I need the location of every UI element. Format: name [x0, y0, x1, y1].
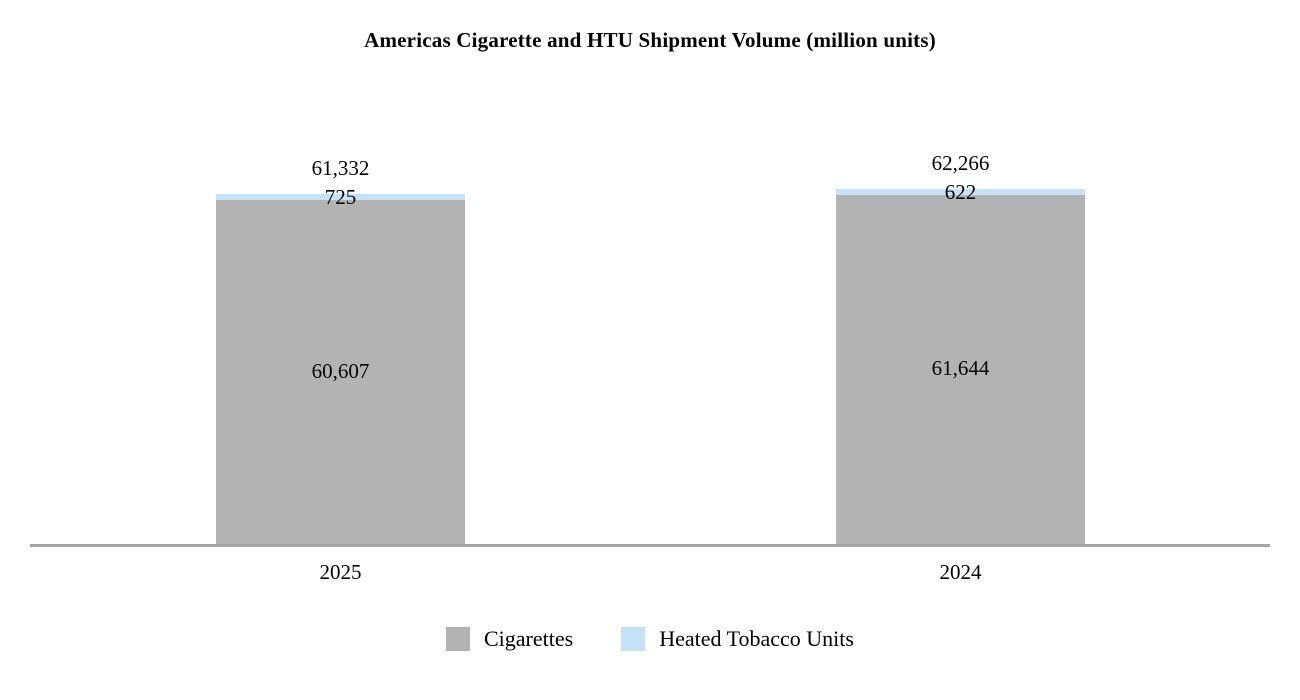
cigarettes-label: 61,644 [931, 356, 990, 380]
cigarettes-swatch-icon [446, 627, 470, 651]
x-axis-line [30, 544, 1270, 547]
htu-segment [836, 188, 1085, 195]
total-label: 62,266 [931, 151, 990, 175]
bar-2025 [216, 194, 465, 544]
chart-title: Americas Cigarette and HTU Shipment Volu… [364, 28, 936, 52]
legend-item-heated-tobacco-units: Heated Tobacco Units [621, 626, 854, 652]
cigarettes-label: 60,607 [311, 359, 370, 383]
cigarettes-segment [836, 194, 1085, 544]
cigarettes-segment [216, 200, 465, 544]
heated-tobacco-units-swatch-icon [621, 627, 646, 651]
category-label-2025: 2025 [319, 560, 362, 584]
total-label: 61,332 [311, 156, 370, 180]
htu-label: 725 [324, 185, 357, 209]
legend-item-cigarettes: Cigarettes [446, 626, 573, 652]
htu-segment [216, 194, 465, 201]
category-label-2024: 2024 [939, 560, 982, 584]
htu-label: 622 [944, 180, 977, 204]
bar-2024 [836, 188, 1085, 544]
legend-label-heated-tobacco-units: Heated Tobacco Units [659, 626, 854, 651]
legend-label-cigarettes: Cigarettes [484, 626, 574, 651]
legend: Cigarettes Heated Tobacco Units [0, 626, 1300, 652]
